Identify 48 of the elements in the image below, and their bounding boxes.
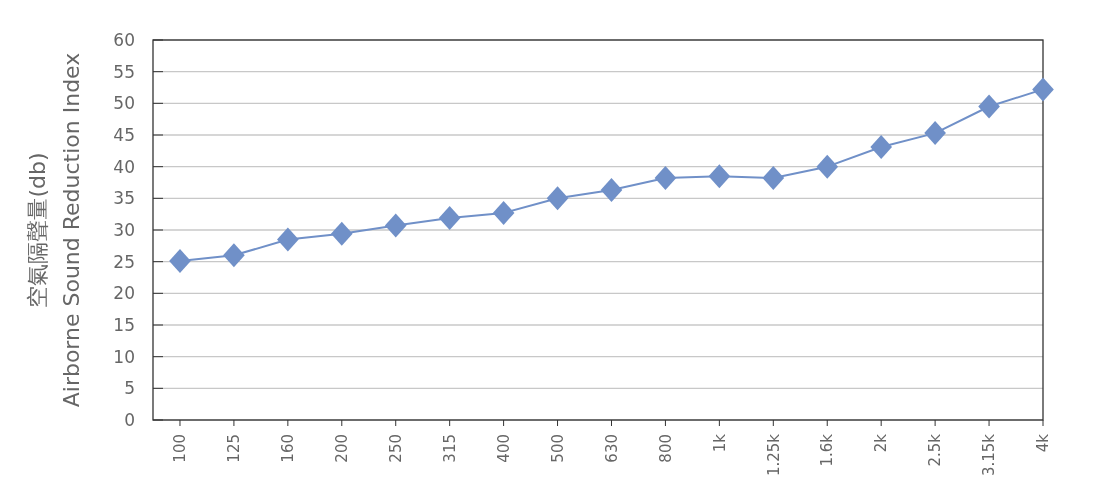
y-tick-label: 10 bbox=[113, 346, 135, 367]
point bbox=[169, 249, 191, 274]
y-tick-label: 15 bbox=[113, 314, 135, 335]
x-tick-label: 2k bbox=[872, 433, 891, 453]
x-tick-label: 500 bbox=[548, 434, 567, 463]
point bbox=[1032, 77, 1054, 102]
point bbox=[277, 227, 299, 252]
point bbox=[330, 221, 353, 246]
point bbox=[708, 164, 731, 189]
point bbox=[438, 205, 461, 230]
x-tick-label: 125 bbox=[225, 434, 244, 463]
x-tick-label: 1.25k bbox=[764, 433, 783, 477]
point bbox=[762, 166, 785, 191]
point bbox=[978, 94, 1000, 119]
x-tick-label: 3.15k bbox=[980, 433, 999, 477]
y-tick-label: 40 bbox=[113, 156, 135, 177]
x-tick-label: 1.6k bbox=[818, 433, 837, 467]
x-tick-label: 160 bbox=[279, 434, 298, 463]
point bbox=[546, 186, 569, 211]
x-tick-label: 2.5k bbox=[926, 433, 945, 467]
point bbox=[816, 154, 839, 179]
x-tick-label: 1k bbox=[710, 433, 729, 453]
x-tick-label: 630 bbox=[602, 434, 621, 463]
y-tick-label: 60 bbox=[113, 29, 135, 50]
x-tick-label: 800 bbox=[656, 434, 675, 463]
y-tick-label: 5 bbox=[124, 378, 135, 399]
point bbox=[223, 243, 245, 268]
x-tick-label: 250 bbox=[386, 434, 405, 463]
y-tick-label: 30 bbox=[113, 219, 135, 240]
y-tick-label: 35 bbox=[113, 188, 135, 209]
point bbox=[600, 178, 623, 203]
y-tick-label: 50 bbox=[113, 93, 135, 114]
point bbox=[924, 121, 946, 146]
x-tick-label: 4k bbox=[1034, 433, 1053, 453]
y-axis-title: 空氣隔聲量(db) Airborne Sound Reduction Index bbox=[25, 52, 84, 408]
x-tick-label: 400 bbox=[494, 434, 513, 463]
x-tick-label: 315 bbox=[440, 434, 459, 463]
y-tick-label: 0 bbox=[124, 409, 135, 430]
x-tick-label: 100 bbox=[171, 434, 190, 463]
y-tick-label: 25 bbox=[113, 251, 135, 272]
y-tick-label: 55 bbox=[113, 61, 135, 82]
point bbox=[384, 213, 407, 238]
point bbox=[654, 166, 677, 191]
y-tick-label: 20 bbox=[113, 283, 135, 304]
point bbox=[870, 135, 893, 160]
point bbox=[492, 200, 515, 225]
x-tick-label: 200 bbox=[333, 434, 352, 463]
y-tick-label: 45 bbox=[113, 124, 135, 145]
